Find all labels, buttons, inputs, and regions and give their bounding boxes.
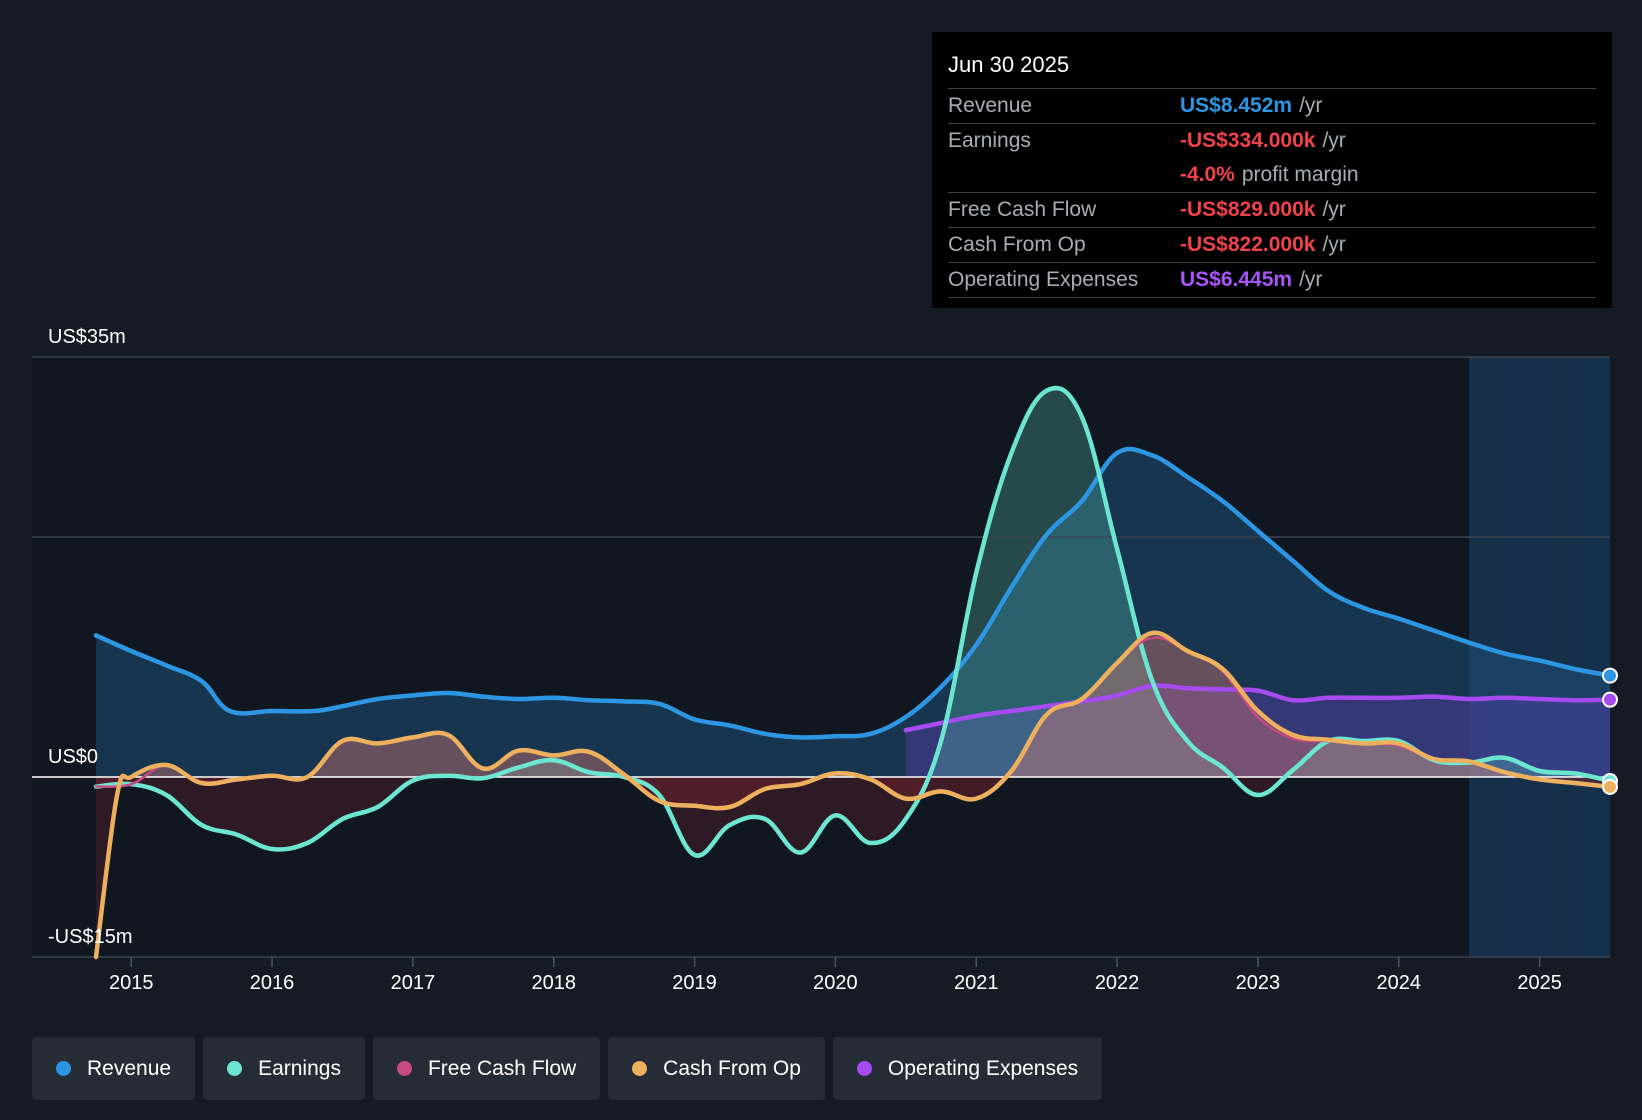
legend-dot-icon <box>396 1061 412 1076</box>
legend-label: Operating Expenses <box>887 1056 1079 1080</box>
tooltip-label: Revenue <box>948 94 1033 117</box>
tooltip-row-earnings: Earnings -US$334.000k /yr <box>948 123 1596 158</box>
tooltip-row-free-cash-flow: Free Cash Flow -US$829.000k /yr <box>948 192 1596 227</box>
x-tick-label: 2021 <box>954 972 999 994</box>
tooltip-unit: profit margin <box>1241 163 1359 186</box>
y-tick-label: US$35m <box>48 326 126 348</box>
x-tick-label: 2019 <box>672 972 717 994</box>
tooltip-unit: /yr <box>1322 129 1346 152</box>
x-tick-label: 2025 <box>1517 972 1562 994</box>
legend-item-cash-from-op[interactable]: Cash From Op <box>608 1037 825 1100</box>
end-marker-revenue <box>1602 667 1618 684</box>
series-line-cash-from-op <box>93 630 1613 960</box>
legend-label: Free Cash Flow <box>427 1056 577 1080</box>
tooltip-label: Free Cash Flow <box>948 198 1097 221</box>
tooltip-value: -US$829.000k <box>1180 198 1316 221</box>
x-tick-label: 2016 <box>250 972 295 994</box>
tooltip-unit: /yr <box>1299 268 1323 291</box>
legend-label: Earnings <box>258 1056 341 1080</box>
tooltip-value: -US$822.000k <box>1180 233 1316 256</box>
tooltip-label: Cash From Op <box>948 233 1086 256</box>
tooltip-unit: /yr <box>1322 198 1346 221</box>
legend-item-free-cash-flow[interactable]: Free Cash Flow <box>372 1037 601 1100</box>
y-tick-label: US$0 <box>48 746 98 768</box>
tooltip-value: -US$334.000k <box>1180 129 1316 152</box>
legend-item-earnings[interactable]: Earnings <box>203 1037 365 1100</box>
x-tick-label: 2017 <box>391 972 436 994</box>
tooltip-label: Operating Expenses <box>948 268 1139 291</box>
tooltip-row-revenue: Revenue US$8.452m /yr <box>948 88 1596 123</box>
chart-legend: Revenue Earnings Free Cash Flow Cash Fro… <box>32 1037 1103 1100</box>
x-tick-label: 2020 <box>813 972 858 994</box>
end-marker-cash-from-op <box>1602 778 1618 795</box>
tooltip-unit: /yr <box>1299 94 1323 117</box>
legend-dot-icon <box>856 1061 872 1076</box>
area-fill-revenue <box>96 449 1610 777</box>
tooltip-row-profit-margin: -4.0% profit margin <box>948 158 1596 192</box>
area-fill-operating-expenses <box>905 685 1610 777</box>
tooltip-row-operating-expenses: Operating Expenses US$6.445m /yr <box>948 262 1596 298</box>
y-tick-label: -US$15m <box>48 926 132 948</box>
tooltip-label: Earnings <box>948 129 1031 152</box>
legend-item-operating-expenses[interactable]: Operating Expenses <box>832 1037 1103 1100</box>
tooltip-value: US$6.445m <box>1180 268 1293 291</box>
legend-dot-icon <box>56 1061 71 1076</box>
x-tick-label: 2024 <box>1376 972 1421 994</box>
legend-dot-icon <box>632 1061 648 1076</box>
data-tooltip: Jun 30 2025 Revenue US$8.452m /yr Earnin… <box>932 32 1612 308</box>
legend-item-revenue[interactable]: Revenue <box>32 1037 196 1100</box>
x-tick-label: 2018 <box>531 972 576 994</box>
tooltip-value: US$8.452m <box>1180 94 1293 117</box>
tooltip-date: Jun 30 2025 <box>948 52 1070 77</box>
series-line-revenue <box>93 446 1613 740</box>
area-fill-negative-earnings <box>96 777 1610 856</box>
series-line-earnings <box>93 385 1613 858</box>
area-fill-free-cash-flow <box>96 637 1610 777</box>
area-fill-cash-from-op <box>96 632 1610 777</box>
x-tick-label: 2015 <box>109 972 154 994</box>
x-tick-label: 2022 <box>1095 972 1140 994</box>
end-marker-operating-expenses <box>1602 691 1618 708</box>
x-tick-label: 2023 <box>1236 972 1281 994</box>
legend-dot-icon <box>227 1061 243 1076</box>
legend-label: Revenue <box>87 1056 172 1080</box>
tooltip-value: -4.0% <box>1180 163 1235 186</box>
tooltip-row-cash-from-op: Cash From Op -US$822.000k /yr <box>948 227 1596 262</box>
tooltip-unit: /yr <box>1322 233 1346 256</box>
series-line-operating-expenses <box>903 683 1613 733</box>
legend-label: Cash From Op <box>663 1056 801 1080</box>
